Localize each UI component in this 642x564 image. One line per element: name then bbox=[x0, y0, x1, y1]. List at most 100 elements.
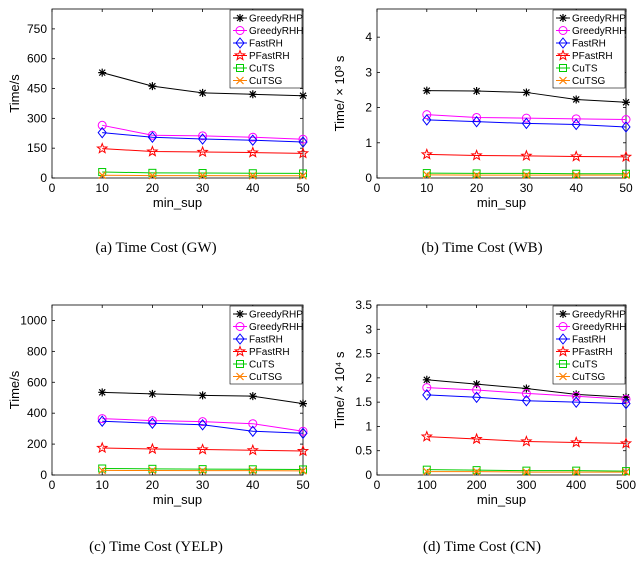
series-CuTSG bbox=[422, 467, 630, 477]
series-GreedyRHP bbox=[422, 375, 630, 402]
data-point bbox=[248, 90, 257, 99]
legend-marker bbox=[559, 372, 567, 381]
series-GreedyRHP bbox=[98, 68, 307, 100]
legend-box bbox=[229, 9, 303, 89]
data-point bbox=[98, 388, 107, 397]
figure-caption: (b) Time Cost (WB) bbox=[421, 240, 542, 256]
data-point bbox=[296, 444, 310, 457]
data-point bbox=[299, 466, 307, 475]
data-point bbox=[571, 396, 581, 408]
chart-panel-1: 0 10 20 30 40 50 0 150 300 450 600 750 min_sup Time/s… bbox=[7, 8, 310, 256]
x-tick-label: 0 bbox=[374, 478, 381, 492]
data-point bbox=[298, 426, 308, 436]
legend-marker bbox=[235, 26, 245, 35]
x-tick-label: 20 bbox=[470, 181, 484, 195]
x-tick-label: 40 bbox=[246, 478, 260, 492]
y-tick-label: 1 bbox=[365, 419, 372, 433]
data-point bbox=[572, 171, 581, 180]
y-tick-label: 450 bbox=[27, 82, 47, 96]
series-line bbox=[426, 172, 626, 175]
x-tick-label: 30 bbox=[196, 181, 210, 195]
series-CuTS bbox=[422, 169, 630, 178]
legend-entry: PFastRH bbox=[572, 347, 613, 358]
data-point bbox=[422, 170, 431, 179]
data-point bbox=[98, 464, 107, 473]
data-point bbox=[96, 142, 109, 154]
y-tick-label: 3 bbox=[365, 65, 372, 79]
legend-entry: PFastRH bbox=[249, 347, 290, 358]
legend-entry: CuTSG bbox=[249, 76, 283, 87]
y-tick-label: 300 bbox=[27, 111, 47, 125]
data-point bbox=[97, 415, 107, 428]
data-point bbox=[146, 145, 159, 157]
x-tick-label: 30 bbox=[196, 478, 210, 492]
data-point bbox=[197, 133, 208, 145]
data-point bbox=[520, 149, 533, 162]
data-point bbox=[198, 171, 207, 180]
y-tick-label: 150 bbox=[27, 141, 47, 155]
data-point bbox=[296, 146, 310, 159]
figure-caption: (a) Time Cost (GW) bbox=[95, 240, 216, 256]
data-point bbox=[420, 430, 433, 442]
legend-entry: GreedyRHP bbox=[572, 14, 626, 25]
legend-entry: FastRH bbox=[249, 39, 283, 50]
data-point bbox=[572, 95, 581, 104]
x-tick-label: 10 bbox=[420, 181, 434, 195]
data-point bbox=[522, 171, 531, 180]
y-tick-label: 2.5 bbox=[355, 347, 372, 361]
x-tick-label: 300 bbox=[516, 478, 536, 492]
legend-marker bbox=[559, 76, 567, 85]
data-point bbox=[97, 126, 107, 139]
legend-entry: GreedyRHH bbox=[572, 322, 626, 333]
legend-marker bbox=[559, 310, 567, 318]
x-tick-label: 400 bbox=[566, 478, 586, 492]
legend-marker bbox=[235, 37, 245, 49]
data-point bbox=[571, 391, 581, 401]
data-point bbox=[619, 436, 633, 449]
legend-marker bbox=[558, 333, 568, 345]
legend-entry: CuTSG bbox=[249, 372, 283, 383]
data-point bbox=[148, 466, 157, 475]
y-tick-label: 750 bbox=[27, 22, 47, 36]
data-point bbox=[198, 466, 207, 475]
data-point bbox=[621, 121, 631, 133]
legend-entry: CuTSG bbox=[572, 76, 606, 87]
y-tick-label: 1.5 bbox=[355, 395, 372, 409]
data-point bbox=[522, 88, 531, 97]
y-tick-label: 2 bbox=[365, 371, 372, 385]
legend-marker bbox=[558, 322, 568, 331]
x-axis-label: min_sup bbox=[153, 195, 202, 210]
x-tick-label: 40 bbox=[246, 181, 260, 195]
data-point bbox=[472, 385, 482, 395]
data-point bbox=[572, 169, 581, 178]
y-axis-label: Time/ × 10³ s bbox=[332, 55, 347, 131]
legend-marker bbox=[235, 322, 245, 331]
y-tick-label: 200 bbox=[27, 437, 47, 451]
data-point bbox=[97, 120, 107, 130]
data-point bbox=[570, 436, 583, 448]
y-tick-label: 600 bbox=[27, 52, 47, 66]
y-tick-label: 0 bbox=[365, 171, 372, 185]
data-point bbox=[248, 465, 257, 474]
data-point bbox=[420, 147, 433, 160]
x-tick-label: 500 bbox=[616, 478, 636, 492]
y-tick-label: 800 bbox=[27, 344, 47, 358]
data-point bbox=[299, 171, 307, 180]
data-point bbox=[299, 465, 307, 474]
data-point bbox=[147, 131, 158, 144]
y-tick-label: 1 bbox=[365, 136, 372, 150]
data-point bbox=[622, 393, 630, 402]
data-point bbox=[521, 388, 531, 398]
data-point bbox=[97, 414, 107, 424]
y-axis-label: Time/s bbox=[7, 74, 22, 113]
data-point bbox=[472, 467, 481, 476]
data-point bbox=[148, 82, 157, 91]
series-line bbox=[426, 469, 627, 472]
data-point bbox=[148, 464, 157, 473]
legend-marker bbox=[236, 310, 244, 318]
data-point bbox=[522, 169, 531, 178]
data-point bbox=[522, 384, 531, 393]
legend-entry: PFastRH bbox=[572, 51, 613, 62]
